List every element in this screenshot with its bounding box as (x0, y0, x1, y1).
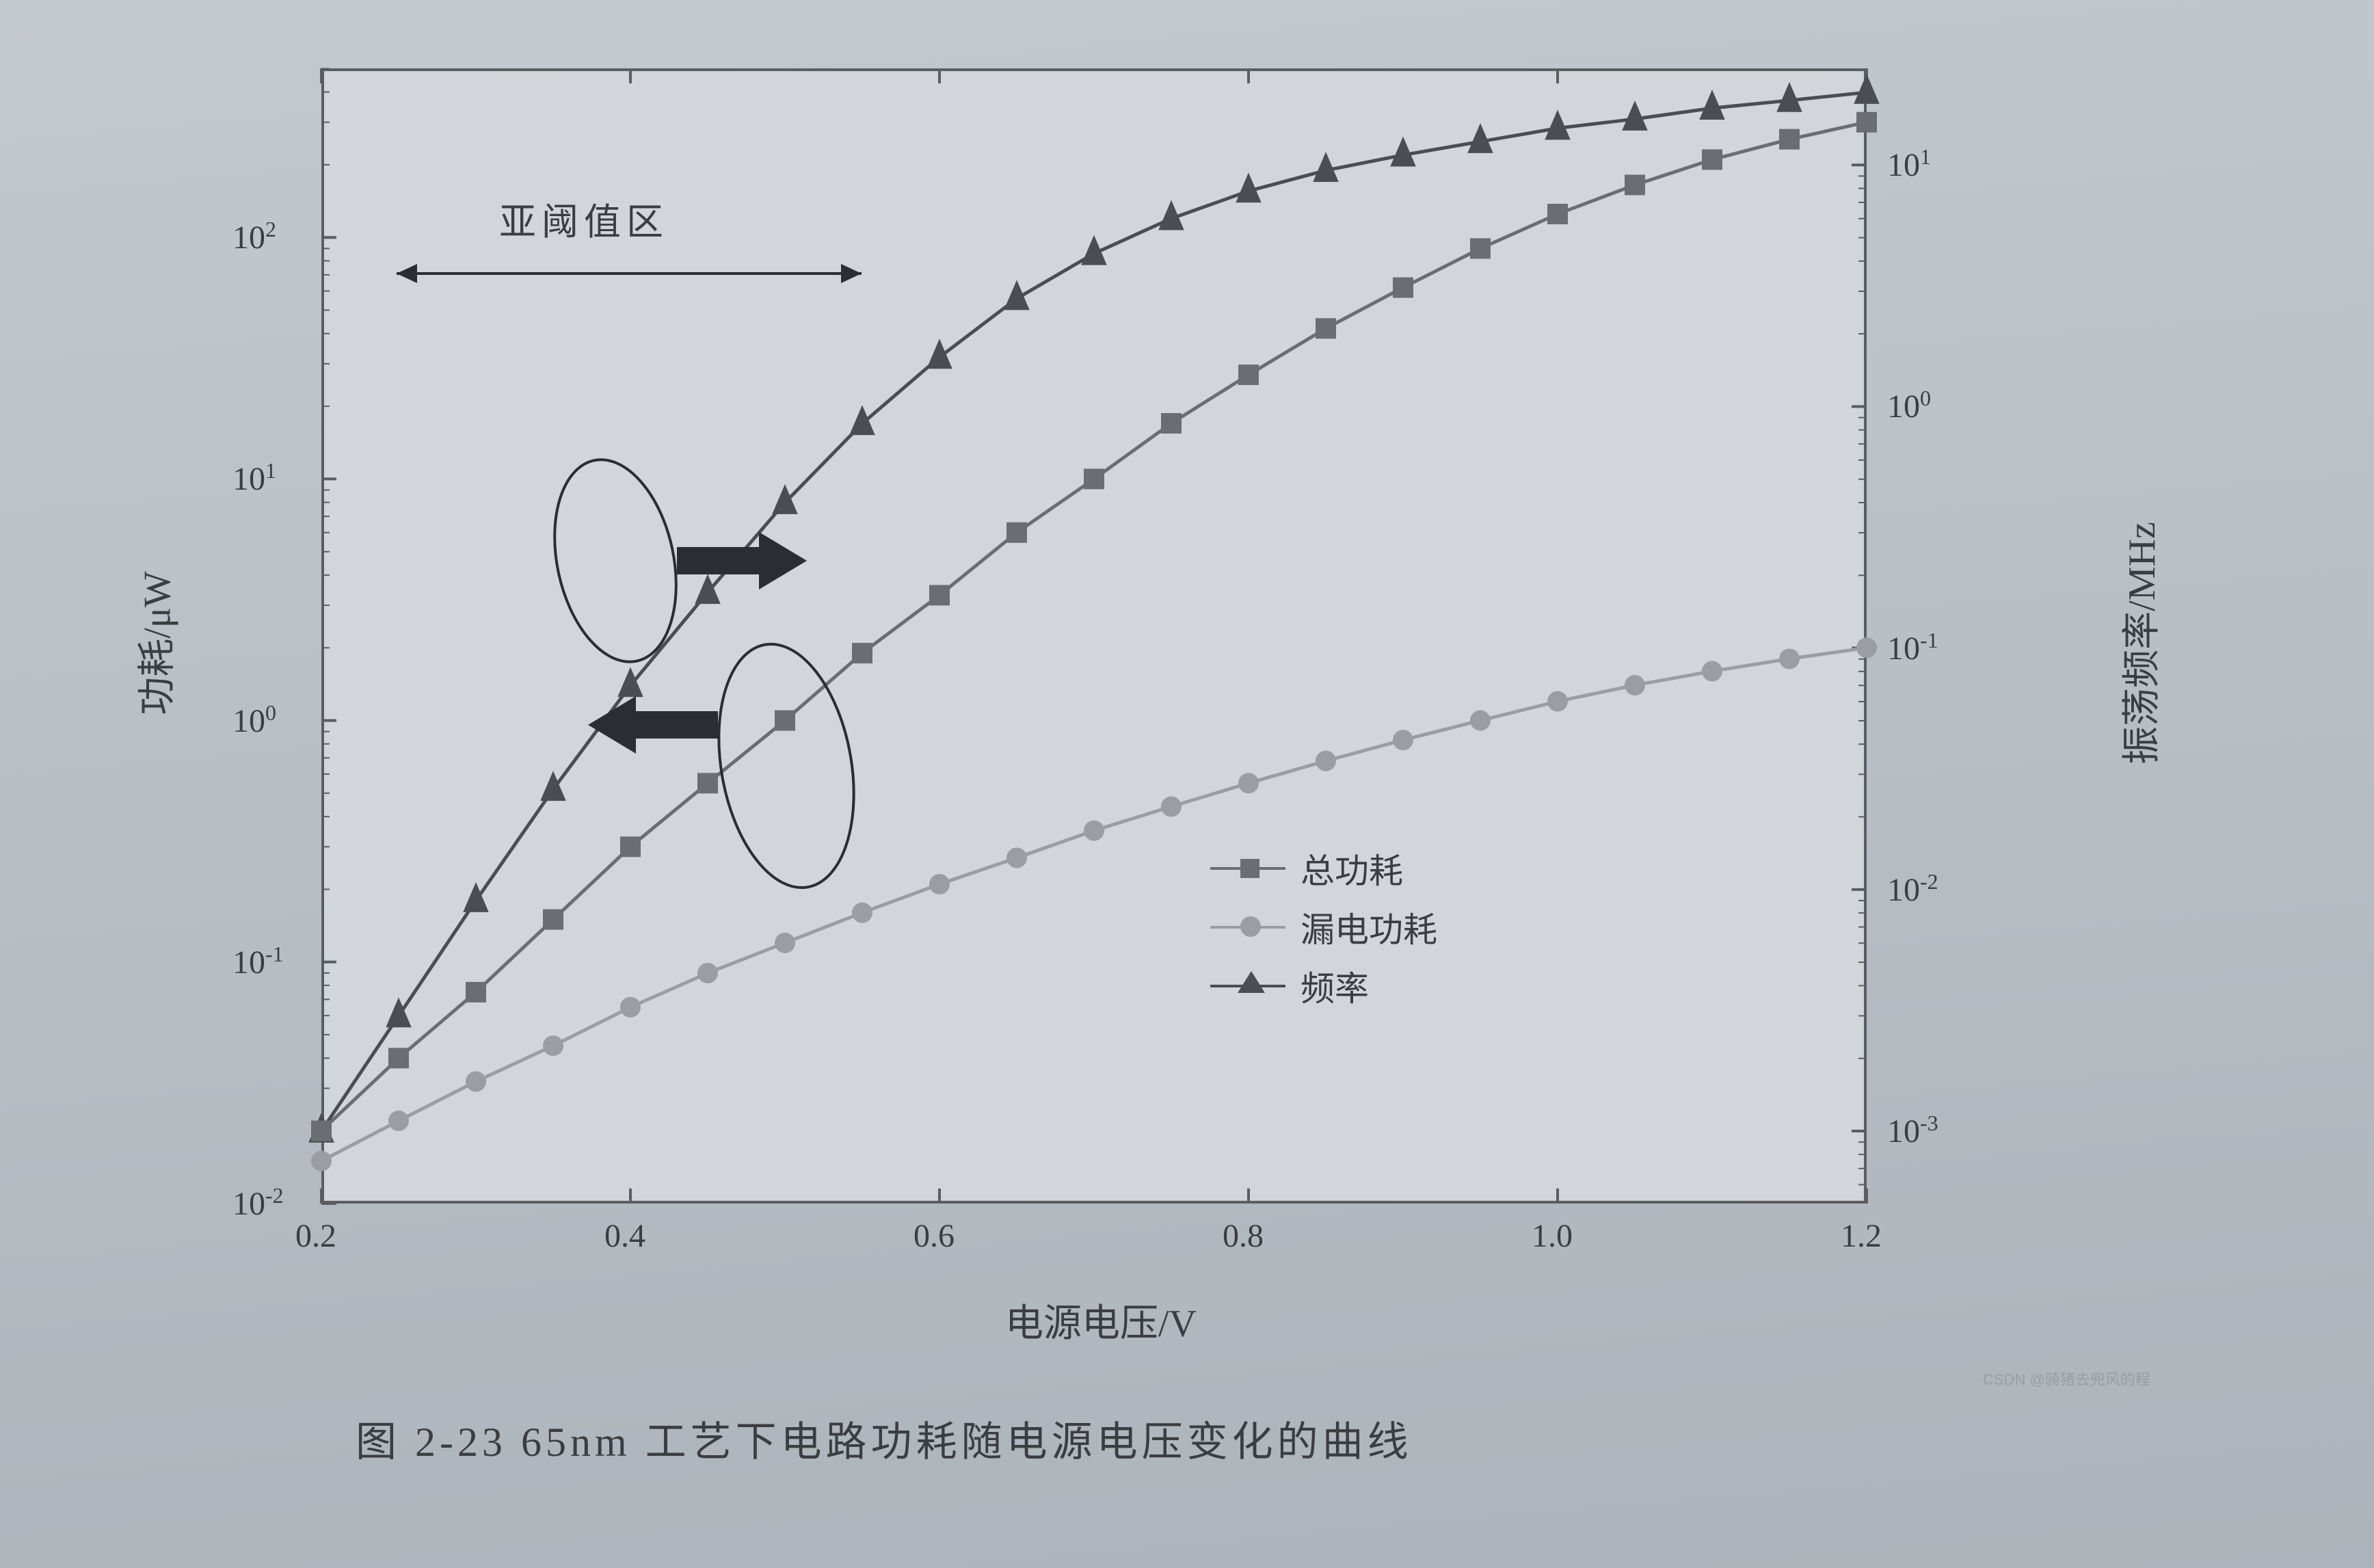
y-right-axis-label: 振荡频率/MHz (2111, 522, 2166, 765)
square-icon (1240, 859, 1259, 878)
y-left-tick-label: 10-2 (232, 1183, 284, 1223)
y-left-tick-label: 101 (232, 458, 276, 498)
legend-item-frequency: 频率 (1210, 961, 1437, 1011)
watermark: CSDN @骑猪去兜风的程 (1983, 1368, 2150, 1390)
x-tick-label: 1.0 (1532, 1217, 1573, 1255)
page-root: 10-2 10-1 100 101 102 10-3 10-2 10-1 100 101 0.2… (0, 0, 2374, 1568)
legend-label: 漏电功耗 (1301, 903, 1437, 952)
x-tick-label: 0.2 (295, 1217, 336, 1255)
y-right-tick-label: 101 (1887, 144, 1931, 184)
x-axis-label: 电源电压/V (1005, 1292, 1197, 1348)
y-left-tick-label: 100 (232, 700, 276, 740)
legend-item-leakage-power: 漏电功耗 (1210, 903, 1437, 952)
legend-label: 总功耗 (1301, 844, 1403, 893)
triangle-icon (1238, 971, 1265, 993)
legend-item-total-power: 总功耗 (1210, 844, 1437, 893)
x-tick-label: 1.2 (1841, 1217, 1882, 1255)
subthreshold-annotation: 亚阈值区 (499, 191, 669, 245)
x-tick-label: 0.4 (604, 1217, 645, 1255)
y-left-tick-label: 102 (232, 217, 276, 256)
circle-icon (1240, 916, 1261, 937)
legend-label: 频率 (1301, 961, 1369, 1011)
x-tick-label: 0.6 (913, 1217, 955, 1255)
y-left-tick-label: 10-1 (232, 942, 284, 981)
figure-caption: 图 2-23 65nm 工艺下电路功耗随电源电压变化的曲线 (356, 1409, 1413, 1468)
y-right-tick-label: 10-2 (1887, 869, 1938, 909)
y-right-tick-label: 10-3 (1887, 1111, 1938, 1150)
x-tick-label: 0.8 (1223, 1217, 1264, 1255)
legend: 总功耗 漏电功耗 频率 (1210, 834, 1437, 1020)
y-right-tick-label: 100 (1887, 386, 1931, 425)
y-left-axis-label: 功耗/μW (126, 571, 182, 715)
y-right-tick-label: 10-1 (1887, 628, 1938, 667)
